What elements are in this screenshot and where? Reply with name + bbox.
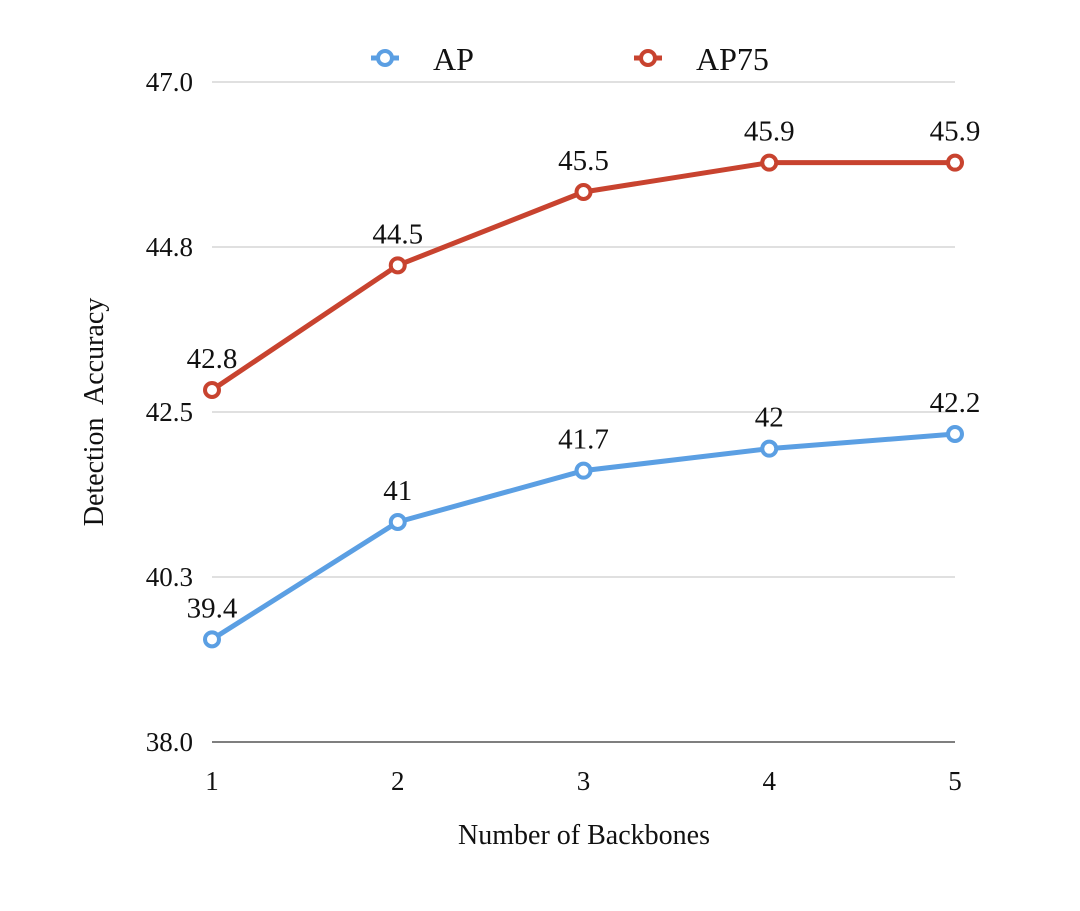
data-point bbox=[203, 630, 221, 649]
data-point bbox=[946, 153, 964, 172]
data-label: 39.4 bbox=[187, 592, 238, 624]
x-axis-label: Number of Backbones bbox=[458, 820, 710, 851]
gridlines bbox=[212, 81, 955, 743]
data-label: 42 bbox=[755, 402, 784, 434]
y-tick-label: 40.3 bbox=[146, 562, 193, 592]
data-point bbox=[388, 256, 407, 275]
data-label: 45.9 bbox=[744, 116, 795, 148]
x-tick-label: 1 bbox=[205, 766, 219, 796]
legend-label: AP75 bbox=[696, 41, 769, 77]
data-label: 41 bbox=[383, 475, 412, 507]
legend-circle-marker bbox=[376, 49, 394, 67]
x-tick-label: 5 bbox=[948, 766, 962, 796]
y-axis-label: Detection Accuracy bbox=[79, 298, 110, 527]
legend: AP AP75 bbox=[371, 41, 769, 77]
legend-item-ap75: AP75 bbox=[634, 41, 769, 77]
data-label: 45.5 bbox=[558, 145, 609, 177]
x-tick-label: 2 bbox=[391, 766, 405, 796]
data-label: 45.9 bbox=[930, 116, 981, 148]
data-point bbox=[946, 425, 964, 443]
x-tick-label: 4 bbox=[763, 766, 777, 796]
series-ap75: 42.8 44.5 45.5 45.9 45.9 bbox=[187, 116, 981, 399]
data-point bbox=[574, 183, 593, 201]
data-label: 42.8 bbox=[187, 343, 238, 375]
y-tick-label: 47.0 bbox=[146, 67, 193, 97]
y-tick-label: 44.8 bbox=[146, 232, 193, 262]
data-point bbox=[388, 513, 407, 531]
data-label: 44.5 bbox=[372, 218, 423, 250]
series-ap: 39.4 41 41.7 42 42.2 bbox=[187, 387, 981, 649]
y-tick-label: 38.0 bbox=[146, 727, 193, 757]
legend-label: AP bbox=[433, 41, 474, 77]
x-tick-label: 3 bbox=[577, 766, 591, 796]
data-label: 42.2 bbox=[930, 387, 981, 419]
data-point bbox=[760, 153, 779, 172]
x-axis-ticks: 1 2 3 4 5 bbox=[205, 766, 962, 796]
series-group: 39.4 41 41.7 42 42.2 42.8 44.5 45.5 45.9 45.9 bbox=[187, 116, 981, 649]
data-point bbox=[760, 439, 779, 458]
data-label: 41.7 bbox=[558, 424, 609, 456]
legend-item-ap: AP bbox=[371, 41, 474, 77]
data-point bbox=[574, 461, 593, 480]
data-point bbox=[203, 381, 221, 399]
y-tick-label: 42.5 bbox=[146, 397, 193, 427]
y-axis-ticks: 38.0 40.3 42.5 44.8 47.0 bbox=[146, 67, 193, 757]
legend-circle-marker bbox=[639, 49, 657, 67]
